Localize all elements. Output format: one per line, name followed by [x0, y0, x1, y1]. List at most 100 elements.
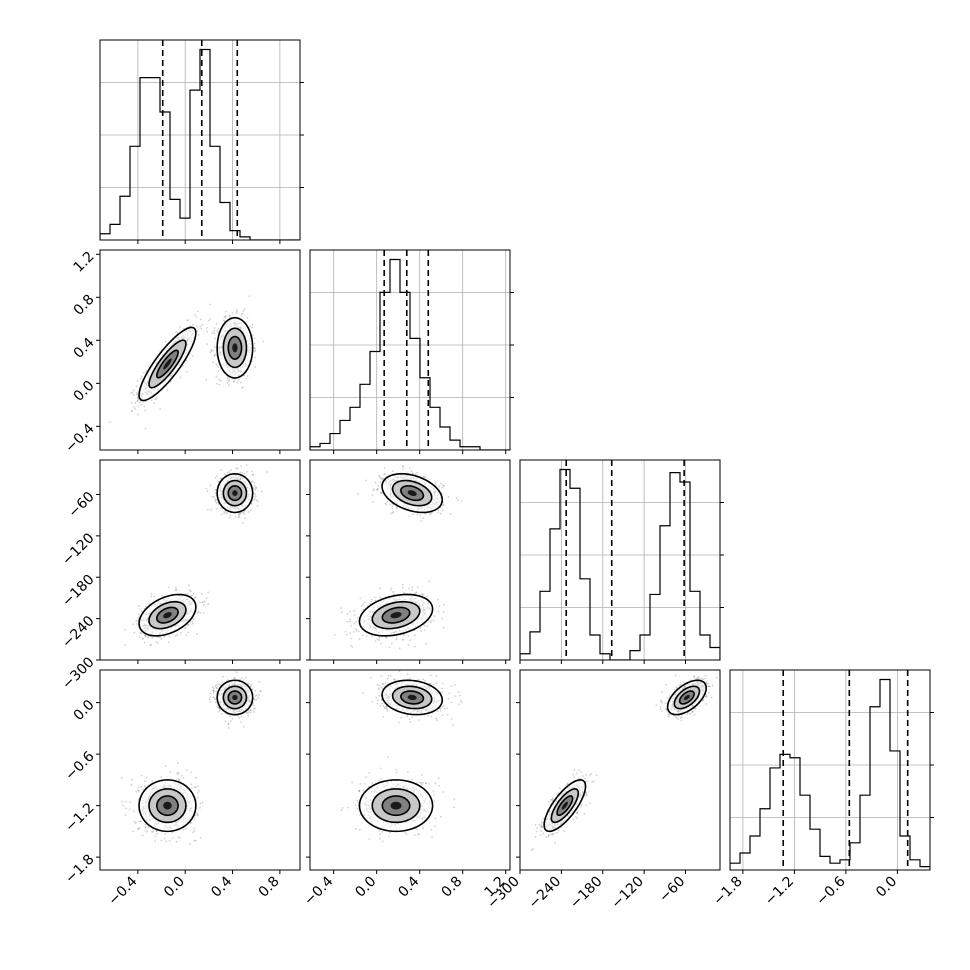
sample-point: [136, 379, 139, 382]
sample-point: [187, 631, 190, 634]
sample-point: [365, 635, 368, 638]
sample-point: [384, 472, 387, 475]
sample-point: [186, 592, 189, 595]
sample-point: [441, 504, 444, 506]
sample-point: [407, 644, 410, 646]
sample-point: [228, 379, 231, 381]
sample-point: [235, 467, 238, 470]
sample-point: [241, 522, 244, 524]
sample-point: [353, 613, 356, 616]
density-contour: [155, 606, 179, 624]
sample-point: [438, 485, 441, 488]
sample-point: [150, 592, 153, 595]
sample-point: [236, 467, 239, 470]
sample-point: [192, 355, 194, 358]
sample-point: [124, 643, 127, 646]
sample-point: [214, 500, 217, 503]
sample-point: [201, 601, 204, 604]
sample-point: [155, 640, 158, 643]
sample-point: [193, 839, 196, 842]
sample-point: [154, 840, 157, 843]
sample-point: [215, 363, 218, 365]
sample-point: [340, 607, 342, 610]
sample-point: [230, 469, 232, 472]
sample-point: [254, 495, 257, 498]
sample-point: [195, 610, 198, 613]
sample-point: [135, 790, 138, 793]
sample-point: [419, 514, 422, 517]
sample-point: [362, 603, 365, 606]
scatter-panel-3-0: −0.4 0.0 0.4 0.8−1.8−1.2−0.60.0: [62, 669, 301, 909]
sample-point: [215, 382, 218, 385]
sample-point: [249, 509, 252, 512]
sample-point: [165, 840, 167, 843]
sample-point: [353, 609, 356, 612]
y-tick-label: −60: [65, 489, 97, 521]
sample-point: [174, 589, 177, 591]
sample-point: [134, 822, 137, 825]
sample-point: [138, 826, 141, 829]
sample-point: [441, 617, 444, 620]
sample-point: [410, 470, 413, 472]
sample-point: [215, 322, 218, 325]
density-fill: [232, 490, 238, 496]
sample-point: [257, 500, 259, 503]
sample-point: [160, 638, 163, 641]
sample-point: [179, 376, 182, 379]
sample-point: [214, 491, 217, 494]
sample-point: [266, 471, 268, 473]
sample-point: [246, 317, 249, 319]
sample-point: [236, 310, 238, 313]
sample-point: [217, 370, 220, 373]
sample-point: [374, 640, 377, 643]
sample-point: [175, 586, 177, 589]
sample-point: [144, 823, 147, 826]
sample-point: [209, 484, 212, 487]
sample-point: [349, 632, 352, 635]
sample-point: [425, 595, 428, 598]
sample-point: [442, 626, 445, 629]
sample-point: [218, 383, 221, 386]
sample-point: [411, 589, 414, 591]
sample-point: [351, 645, 354, 648]
sample-point: [185, 319, 188, 322]
sample-point: [251, 326, 254, 329]
sample-point: [177, 771, 180, 774]
sample-point: [380, 643, 382, 645]
sample-point: [192, 618, 195, 621]
sample-point: [196, 814, 199, 817]
sample-point: [248, 295, 251, 298]
sample-point: [253, 481, 256, 484]
sample-point: [144, 427, 147, 430]
sample-point: [132, 623, 134, 626]
sample-point: [155, 397, 158, 399]
sample-point: [379, 491, 382, 494]
sample-point: [376, 487, 379, 490]
sample-point: [376, 638, 379, 641]
sample-point: [146, 636, 149, 639]
sample-point: [131, 778, 133, 781]
density-contour: [227, 485, 243, 502]
sample-point: [143, 641, 146, 644]
sample-point: [242, 386, 245, 389]
sample-point: [424, 476, 427, 479]
sample-point: [239, 471, 242, 474]
sample-point: [179, 836, 181, 839]
sample-point: [124, 628, 126, 631]
sample-point: [227, 380, 230, 383]
sample-point: [455, 497, 458, 499]
sample-point: [163, 635, 166, 638]
sample-point: [216, 364, 219, 367]
sample-point: [402, 465, 405, 468]
panel-frame: [519, 459, 721, 661]
sample-point: [214, 353, 217, 356]
sample-point: [160, 839, 163, 842]
sample-point: [371, 501, 374, 504]
sample-point: [243, 374, 246, 377]
y-tick-label: −180: [59, 572, 98, 611]
sample-point: [209, 351, 212, 354]
sample-point: [401, 638, 404, 641]
sample-point: [213, 346, 216, 348]
sample-point: [167, 641, 170, 644]
